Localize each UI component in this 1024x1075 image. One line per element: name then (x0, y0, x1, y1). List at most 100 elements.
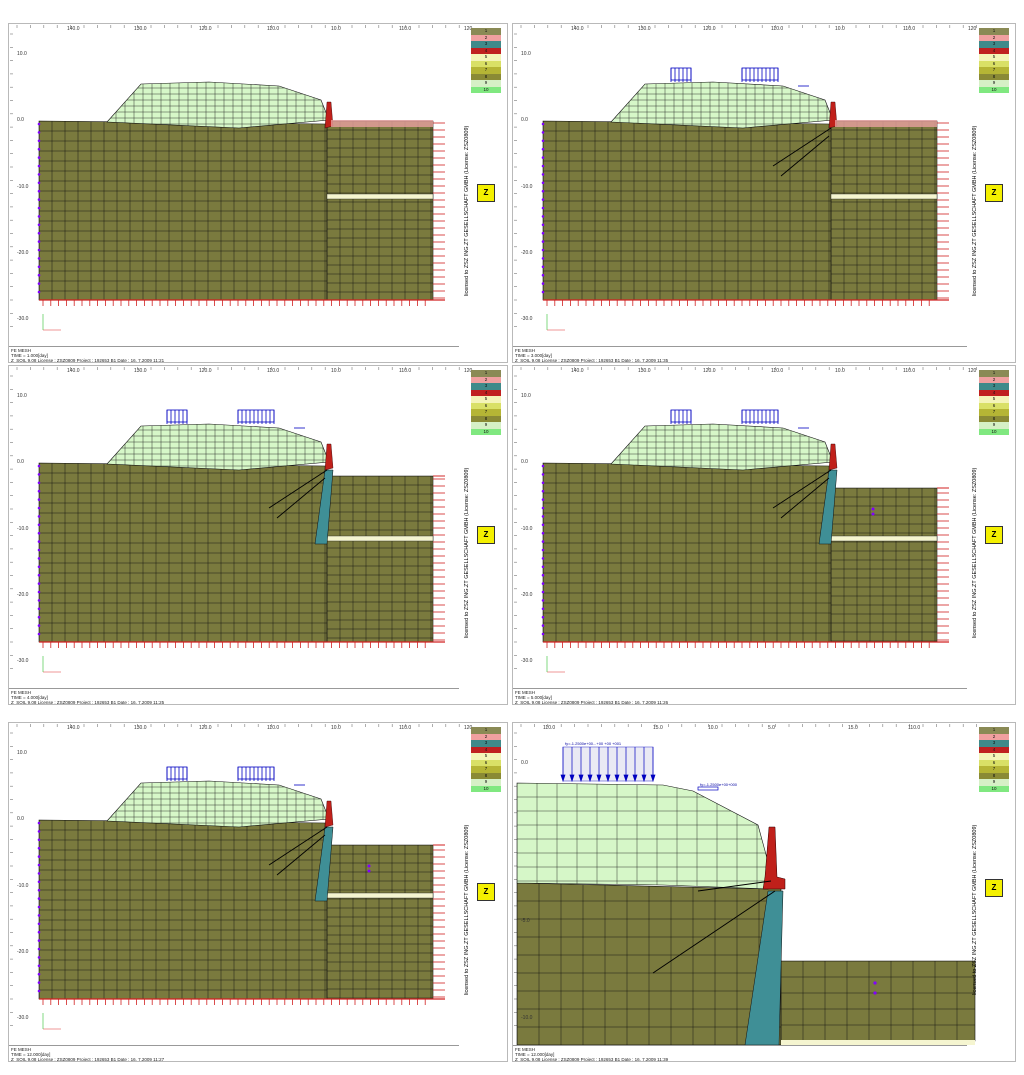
footer-line: Z_SOIL 9.08 License : ZSZ0809 Project : … (515, 1057, 669, 1062)
y-tick-label: -20.0 (521, 592, 533, 598)
boundary-node (541, 265, 545, 269)
anchor-line (780, 135, 830, 177)
boundary-node (541, 540, 545, 543)
boundary-node (37, 206, 41, 210)
legend-swatch: 3 (979, 740, 1009, 747)
boundary-node (541, 548, 545, 552)
fe-mesh-plot (514, 367, 977, 673)
boundary-node (37, 122, 41, 126)
legend-swatch: 5 (979, 753, 1009, 760)
anchor-line (772, 469, 832, 509)
panel-footer: FE MESH TIME = 4.000[day] Z_SOIL 9.08 Lice… (9, 688, 459, 704)
legend-swatch: 5 (471, 753, 501, 760)
boundary-node (37, 830, 41, 833)
boundary-node (541, 624, 545, 627)
footer-line: FE MESH (11, 690, 32, 695)
ruler-label: 120 (968, 26, 977, 32)
boundary-node (37, 231, 41, 235)
boundary-node (541, 515, 545, 518)
boundary-node (37, 846, 41, 850)
embankment-fill (610, 423, 834, 471)
ruler-label: 120.0 (703, 26, 716, 32)
boundary-node (541, 565, 545, 569)
boundary-node (37, 164, 41, 168)
ruler-label: 10.0 (835, 26, 845, 32)
boundary-node (541, 147, 545, 151)
legend-swatch: 8 (471, 415, 501, 422)
boundary-node (37, 922, 41, 926)
legend-swatch: 5 (979, 54, 1009, 61)
boundary-node (541, 489, 545, 493)
boundary-node (37, 290, 41, 294)
material-legend: 1 2 3 4 5 6 7 8 9 10 (979, 727, 1009, 792)
boundary-node (541, 131, 545, 134)
load-group (166, 409, 305, 429)
boundary-node (541, 590, 545, 594)
legend-swatch: 4 (979, 746, 1009, 753)
boundary-node (541, 181, 545, 185)
ruler-label: 130.0 (134, 368, 147, 374)
pale-layer (326, 892, 434, 899)
y-tick-label: -20.0 (17, 250, 29, 256)
support-group (42, 475, 445, 648)
boundary-node (37, 582, 41, 585)
license-vertical-text: licensed to ZSZ ING.ZT GESELLSCHAFT GMBH… (972, 125, 978, 296)
y-tick-label: 0.0 (17, 459, 24, 465)
legend-swatch: 5 (979, 396, 1009, 403)
y-tick-label: -30.0 (521, 658, 533, 664)
soil-body-right (326, 844, 434, 1000)
boundary-node (541, 139, 545, 143)
ruler-label: 120 (464, 368, 473, 374)
panel-stage-1: 140.0 130.0 120.0 110.0 10.0 110.0 120 10.0 0.0 -… (8, 23, 508, 363)
ruler-label: 110.0 (267, 725, 280, 731)
y-tick-label: -10.0 (521, 526, 533, 532)
boundary-node (37, 257, 41, 260)
boundary-node (541, 557, 545, 560)
material-legend: 1 2 3 4 5 6 7 8 9 10 (471, 28, 501, 93)
boundary-node (541, 122, 545, 126)
monitor-node (873, 981, 877, 985)
panel-stage-6-zoom: 110.0 15.0 10.0 5.0 15.0 110.0 fy=-1.2500e+00.… (512, 722, 1016, 1062)
ruler-label: 10.0 (331, 725, 341, 731)
legend-swatch: 8 (979, 73, 1009, 80)
legend-swatch: 9 (471, 80, 501, 87)
legend-swatch: 6 (979, 759, 1009, 766)
legend-swatch: 4 (979, 389, 1009, 396)
boundary-node (37, 573, 41, 577)
legend-swatch: 7 (979, 409, 1009, 416)
fe-mesh-plot: fy=-1.2500e+00...+00 +00 +001 fy=-1.2500e… (514, 724, 977, 1046)
boundary-node (37, 173, 41, 176)
footer-line: TIME = 5.000[day] (515, 695, 552, 701)
soil-body-left (542, 120, 832, 301)
material-legend: 1 2 3 4 5 6 7 8 9 10 (979, 28, 1009, 93)
legend-swatch: 2 (471, 733, 501, 740)
y-tick-label: -10.0 (17, 184, 29, 190)
legend-swatch: 10 (979, 785, 1009, 792)
boundary-node (541, 257, 545, 260)
soil-body-right (830, 487, 938, 643)
anchor-line (697, 880, 772, 892)
boundary-node (541, 523, 545, 527)
monitor-node (367, 869, 371, 873)
boundary-node (37, 156, 41, 159)
ruler-label: 130.0 (134, 26, 147, 32)
boundary-node (37, 880, 41, 884)
pink-layer (331, 120, 433, 127)
support-group (42, 122, 445, 306)
ruler-label: 110.0 (543, 725, 556, 731)
legend-swatch: 4 (471, 389, 501, 396)
ruler-label: 15.0 (653, 725, 663, 731)
license-vertical-text: licensed to ZSZ ING.ZT GESELLSCHAFT GMBH… (464, 125, 470, 296)
boundary-node (37, 863, 41, 867)
boundary-node (37, 489, 41, 493)
boundary-node (37, 607, 41, 611)
ruler-label: 110.0 (903, 26, 916, 32)
boundary-node (541, 531, 545, 535)
y-tick-label: -30.0 (17, 316, 29, 322)
y-tick-label: 0.0 (521, 117, 528, 123)
anchor-line (652, 890, 776, 974)
boundary-node (541, 231, 545, 235)
ruler-label: 110.0 (399, 725, 412, 731)
boundary-node (37, 821, 41, 825)
boundary-node (37, 147, 41, 151)
